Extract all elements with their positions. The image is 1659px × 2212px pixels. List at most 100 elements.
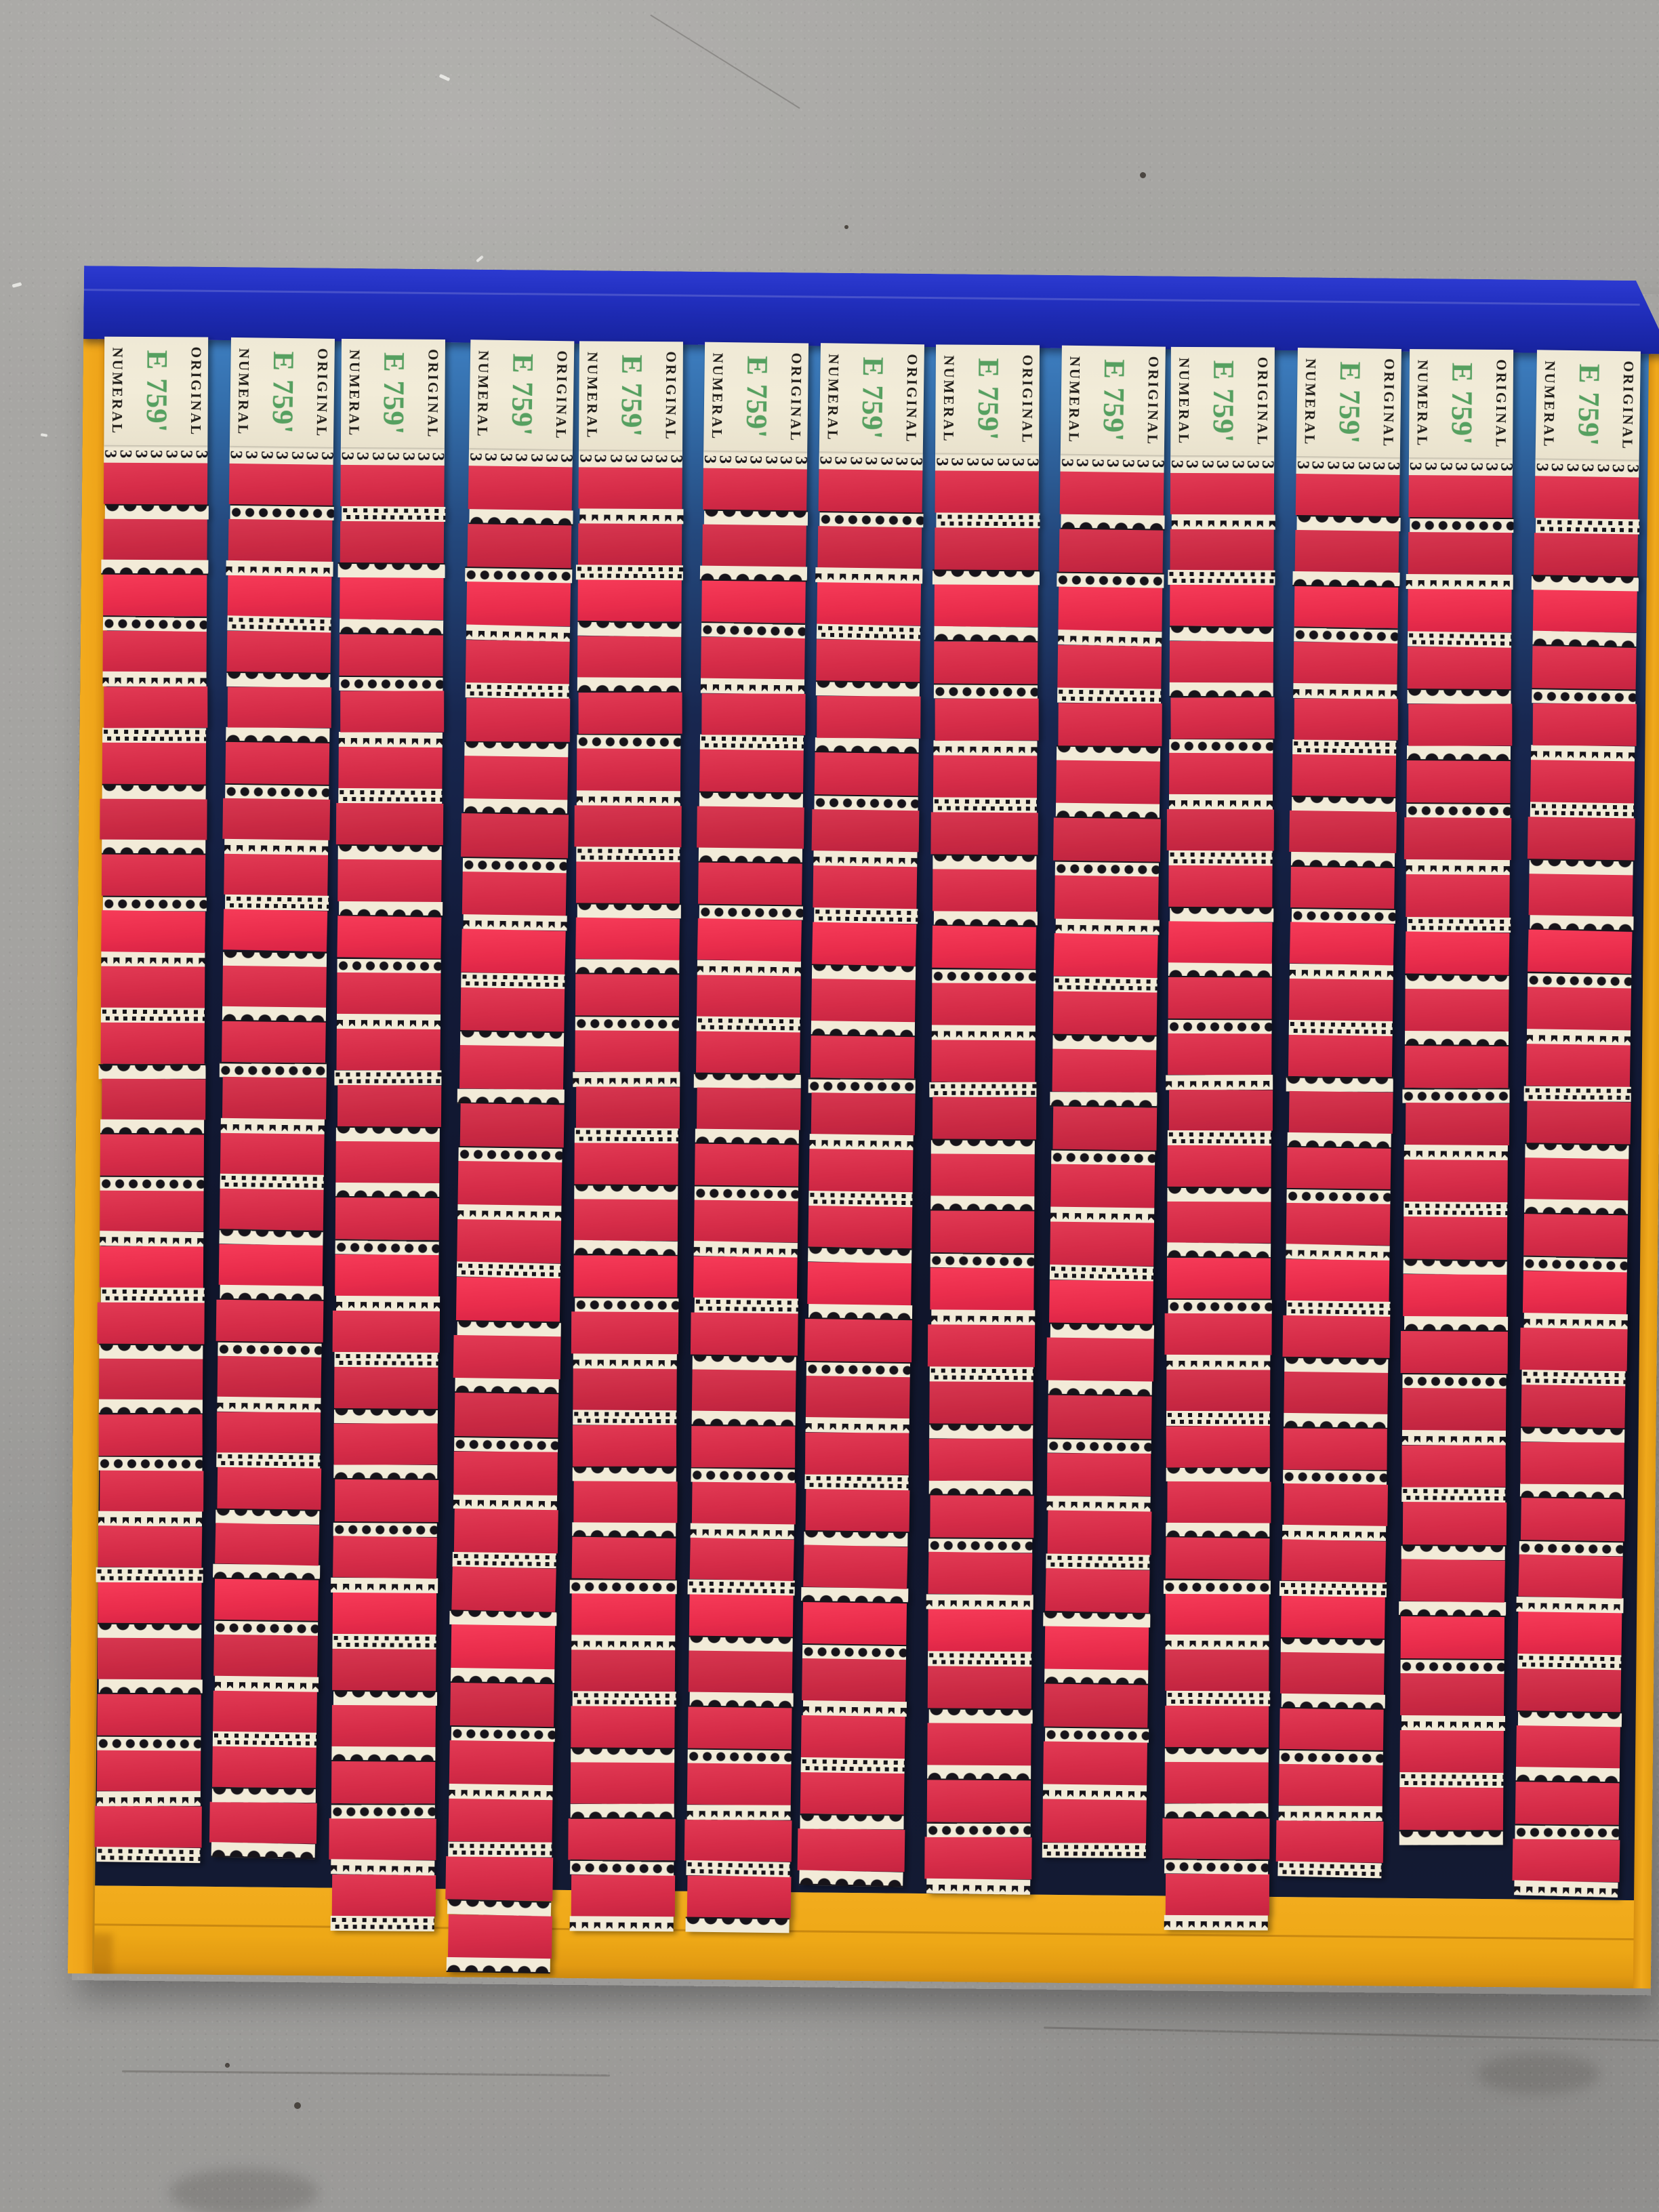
cap-segment [929, 1381, 1033, 1424]
cap-segment [102, 1078, 205, 1120]
separator-band [1168, 1130, 1271, 1146]
strip-label-rotated-text: ORIGINAL E 759' NUMERAL E 759' [935, 344, 1040, 453]
cap-segment [1521, 1498, 1625, 1541]
cap-segment [930, 1495, 1033, 1538]
cap-segment [701, 637, 805, 680]
cap-segment [1290, 922, 1394, 966]
strip-label-rotated-text: ORIGINAL E 759' NUMERAL E 759' [230, 337, 335, 447]
separator-band [342, 506, 445, 522]
separator-band [96, 1568, 203, 1583]
separator-band [334, 1070, 441, 1085]
cap-segment [1170, 585, 1273, 626]
separator-band [1277, 1861, 1381, 1878]
cap-segment [214, 1579, 319, 1621]
cap-segment [450, 1682, 554, 1727]
separator-band [447, 1957, 550, 1973]
separator-band [464, 741, 568, 757]
separator-band [100, 1120, 204, 1135]
separator-band [1166, 1467, 1270, 1482]
cap-segment [337, 972, 441, 1015]
separator-band [815, 567, 922, 583]
cap-segment [930, 1153, 1034, 1196]
cap-segment [98, 1638, 201, 1679]
floor-dark-spot [1140, 172, 1146, 178]
separator-band [333, 1690, 437, 1706]
cap-segment [335, 1479, 438, 1521]
cap-segment [573, 1256, 677, 1298]
separator-band [1057, 572, 1164, 588]
cap-segment [1049, 1279, 1153, 1324]
cap-segment-stack [1164, 473, 1274, 1931]
separator-band [929, 1423, 1033, 1439]
separator-band [1293, 683, 1397, 699]
cap-segment [340, 634, 443, 676]
cap-segment [331, 1761, 435, 1803]
separator-band [102, 783, 206, 799]
separator-band [1056, 918, 1160, 935]
separator-band [220, 1285, 323, 1301]
cap-segment [578, 467, 682, 509]
cap-segment [98, 1525, 202, 1568]
cap-segment [1059, 529, 1164, 573]
cap-segment [811, 1092, 916, 1136]
cap-segment [808, 1206, 912, 1249]
cap-segment [1403, 1502, 1507, 1544]
separator-band [1046, 1496, 1150, 1512]
cap-segment [222, 1077, 327, 1119]
floor-dark-spot [844, 225, 848, 229]
separator-band [101, 560, 208, 575]
cap-segment [449, 1798, 553, 1843]
separator-band [936, 512, 1040, 528]
separator-band [1292, 796, 1395, 812]
cap-segment [694, 1200, 798, 1243]
floor-crack [1044, 2026, 1659, 2042]
separator-band [1286, 1244, 1389, 1261]
cap-segment [1284, 1483, 1388, 1526]
cap-segment [575, 1030, 678, 1072]
separator-band [98, 1511, 202, 1527]
separator-band [460, 1030, 564, 1046]
cap-segment [462, 872, 567, 916]
cap-segment [1528, 930, 1632, 974]
separator-band [815, 737, 919, 754]
cap-segment [574, 1200, 678, 1242]
cap-segment [99, 1414, 203, 1456]
cap-segment [1282, 1539, 1386, 1582]
separator-band [1404, 1316, 1508, 1332]
separator-band [99, 1343, 203, 1359]
cap-segment [451, 1624, 555, 1669]
cap-segment [702, 525, 806, 567]
cap-segment [100, 798, 207, 840]
cap-segment [1401, 1559, 1505, 1603]
cap-segment [1404, 1160, 1507, 1202]
separator-band [577, 790, 680, 806]
separator-band [574, 1185, 678, 1200]
cap-segment [930, 1267, 1033, 1310]
label-text-code: E 759' [377, 352, 409, 436]
separator-band [1167, 1187, 1271, 1202]
separator-band [336, 1126, 440, 1142]
separator-band [1292, 571, 1399, 588]
cap-segment [1399, 1787, 1503, 1830]
cap-segment [801, 1715, 905, 1759]
separator-band [572, 1522, 676, 1538]
separator-band [573, 1072, 680, 1087]
cap-segment [803, 1545, 907, 1589]
cap-segment [1529, 874, 1633, 917]
cap-segment [1523, 1271, 1627, 1314]
cap-segment [930, 1210, 1034, 1253]
cap-segment [454, 1509, 558, 1553]
cap-segment [1170, 697, 1274, 739]
cap-segment [1294, 699, 1398, 741]
cap-segment [1052, 1048, 1157, 1092]
separator-band [333, 1521, 437, 1536]
separator-band [1046, 1553, 1149, 1570]
separator-band [335, 1239, 438, 1255]
separator-band [454, 1435, 558, 1452]
